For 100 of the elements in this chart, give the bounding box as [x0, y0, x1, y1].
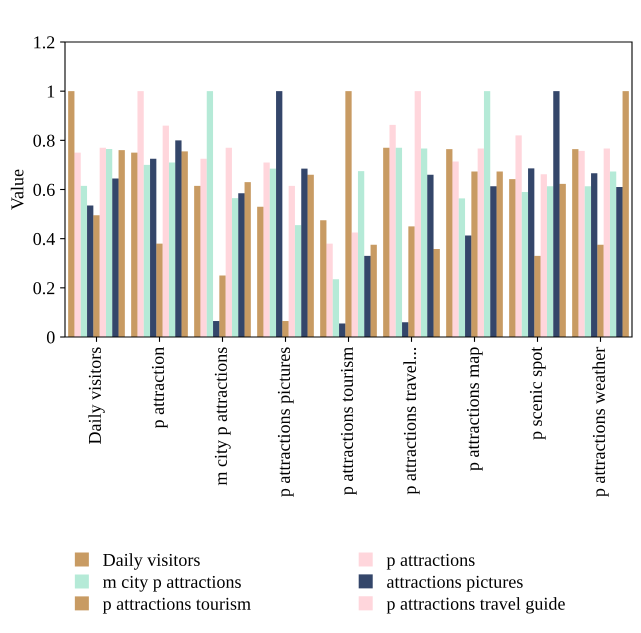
bar — [200, 158, 207, 337]
bar — [68, 91, 74, 337]
bar — [622, 91, 629, 337]
bar — [578, 150, 585, 337]
bar — [226, 148, 232, 337]
y-tick-label: 1.2 — [34, 36, 54, 49]
bar — [515, 135, 522, 337]
bar — [509, 179, 516, 337]
bar — [100, 148, 106, 337]
bar — [137, 91, 144, 337]
legend-label: m city p attractions — [103, 576, 241, 592]
bar — [144, 164, 150, 337]
bar — [408, 226, 415, 337]
bar — [238, 193, 245, 337]
y-tick-label: 0 — [46, 331, 55, 344]
bar — [352, 232, 358, 337]
bar — [276, 91, 282, 337]
bar — [194, 186, 200, 337]
bar — [572, 149, 578, 337]
bar — [118, 150, 125, 337]
x-tick-label: p attractions map — [466, 347, 483, 471]
bar — [87, 205, 94, 337]
bar — [320, 220, 326, 337]
bar — [112, 178, 119, 337]
bar — [389, 124, 396, 337]
bar — [93, 215, 100, 337]
bar — [257, 206, 264, 337]
bar — [106, 148, 112, 337]
x-tick-label: p scenic spot — [530, 346, 546, 440]
bar — [358, 171, 364, 337]
y-tick-label: 0.8 — [33, 134, 55, 147]
bar — [540, 174, 547, 337]
bar — [270, 168, 276, 337]
bar — [604, 148, 610, 337]
bar — [294, 225, 302, 337]
y-tick-label: 0.2 — [33, 282, 54, 294]
bar — [206, 91, 214, 337]
bar — [301, 168, 308, 337]
y-tick-label: 0.4 — [33, 232, 55, 246]
bar — [402, 322, 408, 337]
bar — [288, 186, 295, 337]
x-tick-label: p attraction — [152, 346, 168, 428]
x-tick-label: m city p attractions — [214, 347, 231, 486]
bar — [326, 244, 333, 337]
legend-label: p attractions — [386, 554, 475, 570]
bar — [446, 149, 452, 337]
bar — [332, 279, 340, 337]
bar — [452, 161, 459, 337]
x-tick-label: p attractions travel... — [403, 348, 420, 494]
bar — [162, 126, 169, 337]
bar — [496, 172, 503, 337]
bar — [345, 91, 352, 337]
y-tick-label: 0.6 — [33, 184, 55, 196]
bar — [80, 186, 88, 337]
bar — [427, 174, 434, 337]
bar — [232, 198, 238, 337]
bar — [534, 256, 541, 337]
bar — [244, 182, 251, 337]
bar — [182, 151, 188, 337]
bar — [616, 187, 623, 337]
bar — [150, 158, 156, 337]
x-tick-label: p attractions pictures — [278, 347, 294, 497]
bar — [219, 276, 226, 337]
bar — [522, 192, 528, 337]
x-tick-label: p attractions weather — [592, 346, 609, 497]
bar — [308, 174, 314, 337]
bar — [471, 172, 478, 337]
bar — [490, 186, 497, 337]
legend-label: p attractions travel guide — [386, 597, 565, 614]
legend-label: attractions pictures — [387, 576, 523, 592]
y-axis-title: Value — [10, 170, 24, 210]
bar — [414, 91, 421, 337]
bar — [546, 186, 554, 337]
bar — [553, 91, 560, 337]
legend-label: p attractions tourism — [102, 598, 251, 614]
bar — [560, 184, 566, 337]
bar — [591, 173, 598, 337]
bar — [383, 148, 390, 337]
bar — [396, 148, 402, 337]
x-tick-label: p attractions tourism — [340, 347, 357, 495]
bar — [434, 248, 440, 337]
bar — [364, 256, 371, 337]
bar — [458, 198, 466, 337]
bar — [610, 172, 616, 337]
bar — [131, 152, 138, 337]
bar — [339, 323, 346, 337]
bar — [74, 152, 81, 337]
bar — [584, 186, 592, 337]
bar — [420, 148, 428, 337]
bar — [168, 162, 176, 337]
bar — [175, 140, 182, 337]
bar — [282, 321, 289, 337]
bar — [263, 162, 270, 337]
x-tick-label: Daily visitors — [88, 347, 105, 444]
bar — [597, 244, 604, 337]
bar — [528, 168, 534, 337]
bar — [478, 148, 484, 337]
bar — [213, 321, 220, 337]
bar — [156, 244, 163, 337]
bar — [370, 244, 377, 337]
